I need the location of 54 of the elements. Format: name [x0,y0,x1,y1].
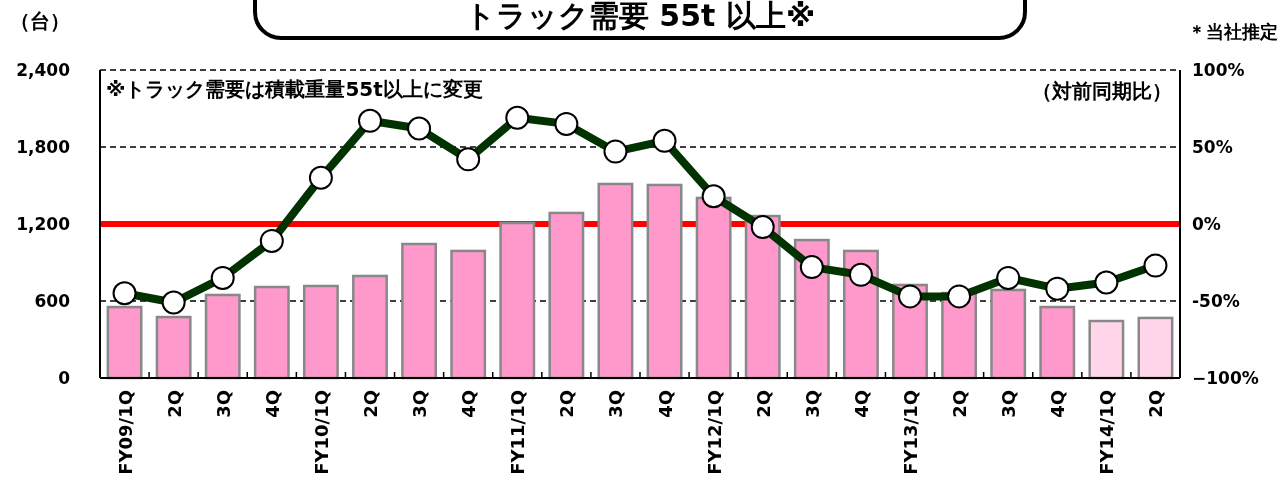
y-axis-title: （台） [10,9,70,33]
x-tick-label: 2Q [360,390,381,418]
chart-title: トラック需要 55t 以上※ [464,0,816,33]
bar [352,274,388,380]
y2-axis-title: （対前同期比） [1032,79,1172,103]
x-tick-label: 4Q [850,390,872,418]
bar [548,211,585,380]
x-tick-label: 4Q [654,390,676,418]
x-tick-label: 4Q [458,390,480,418]
x-tick-label: FY13/1Q [900,390,921,475]
x-tick-label: 3Q [605,390,627,418]
bar [597,182,634,380]
y2-tick-label: -50% [1192,291,1240,311]
bar [204,293,241,380]
x-tick-label: FY14/1Q [1096,390,1118,475]
x-tick-label: 3Q [212,390,234,418]
bar [1088,319,1125,380]
bar [1039,305,1076,380]
y-tick-label: 0 [58,368,71,388]
y2-tick-label: −100% [1192,368,1259,388]
x-tick-label: 2Q [1145,390,1167,418]
bar [450,249,487,380]
bar [253,285,290,380]
bar [1137,316,1174,380]
x-tick-label: FY09/1Q [114,390,136,475]
bar [990,288,1027,380]
y-tick-label: 1,200 [16,214,71,234]
y2-tick-label: 100% [1192,60,1245,80]
bar [106,305,143,380]
bar [302,284,339,380]
annotation: ※トラック需要は積載重量55t以上に変更 [106,77,483,101]
y2-tick-label: 50% [1192,137,1233,157]
bar [499,221,536,380]
y-tick-label: 1,800 [16,137,71,157]
x-tick-label: 2Q [163,390,185,418]
x-tick-label: FY10/1Q [310,390,332,475]
bar [401,242,438,380]
x-tick-label: FY12/1Q [703,390,725,475]
x-tick-label: 3Q [409,390,431,418]
text: ＊当社推定 [1188,21,1278,42]
x-tick-label: FY11/1Q [507,390,529,475]
x-tick-label: 2Q [556,390,578,418]
x-tick-label: 4Q [1047,390,1069,418]
x-tick-label: 3Q [801,390,823,418]
y2-tick-label: 0% [1192,214,1221,234]
x-tick-label: 2Q [752,390,774,418]
x-tick-label: 4Q [261,390,283,418]
x-tick-label: 3Q [998,390,1020,418]
bar [646,183,683,380]
bar [695,196,732,380]
x-tick-label: 2Q [949,390,971,418]
y-tick-label: 2,400 [16,60,71,80]
bar [155,315,192,380]
y-tick-label: 600 [34,291,71,311]
